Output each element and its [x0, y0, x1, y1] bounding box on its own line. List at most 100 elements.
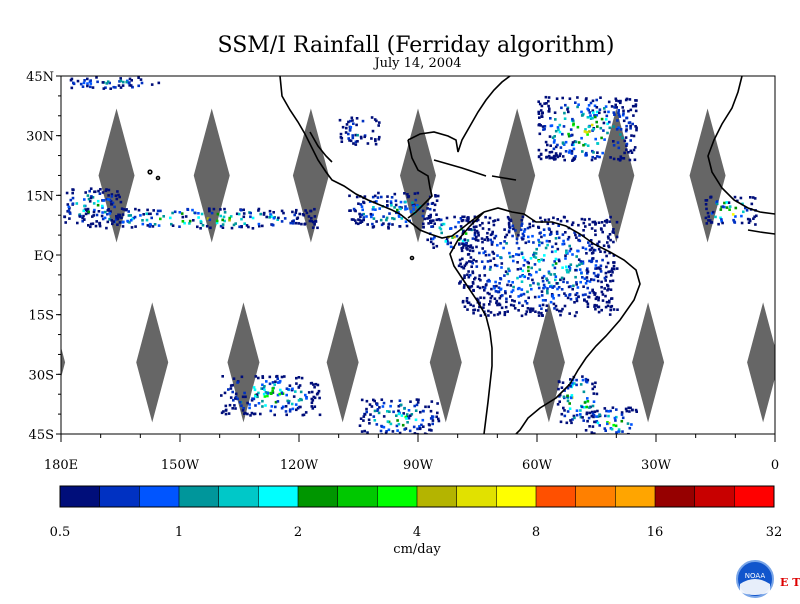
rain-pixel	[229, 384, 233, 387]
rain-pixel	[544, 148, 548, 152]
rain-pixel	[224, 412, 228, 416]
rain-pixel	[360, 220, 364, 223]
rain-pixel	[265, 380, 268, 383]
rain-pixel	[382, 215, 385, 218]
rain-pixel	[599, 250, 602, 253]
rain-pixel	[242, 407, 245, 410]
rain-pixel	[595, 155, 599, 158]
rain-pixel	[351, 134, 354, 137]
rain-pixel	[586, 107, 589, 111]
rain-pixel	[626, 422, 630, 425]
rain-pixel	[416, 204, 419, 207]
rain-pixel	[107, 198, 110, 201]
rain-pixel	[415, 403, 419, 407]
rain-pixel	[592, 128, 595, 131]
rain-pixel	[374, 138, 377, 141]
rain-pixel	[551, 245, 554, 249]
rain-pixel	[581, 276, 584, 279]
rain-pixel	[261, 383, 264, 387]
rain-pixel	[351, 119, 354, 122]
rain-pixel	[359, 221, 362, 224]
rain-pixel	[532, 241, 535, 244]
rain-pixel	[557, 387, 560, 391]
rain-pixel	[608, 313, 612, 316]
rain-pixel	[578, 239, 582, 243]
rain-pixel	[740, 221, 744, 225]
rain-pixel	[465, 219, 468, 222]
rain-pixel	[372, 206, 375, 209]
rain-pixel	[231, 390, 234, 394]
rain-pixel	[549, 117, 552, 120]
rain-pixel	[253, 412, 257, 416]
rain-pixel	[565, 219, 569, 223]
rain-pixel	[317, 389, 321, 393]
rain-pixel	[414, 198, 418, 202]
rain-pixel	[110, 219, 113, 222]
rain-pixel	[236, 381, 239, 384]
rain-pixel	[457, 221, 460, 224]
rain-pixel	[543, 102, 546, 105]
rain-pixel	[537, 238, 540, 242]
rain-pixel	[582, 419, 585, 422]
rain-pixel	[372, 415, 376, 418]
rain-pixel	[552, 147, 556, 151]
rain-pixel	[612, 111, 616, 114]
rain-pixel	[449, 241, 452, 245]
rain-pixel	[117, 193, 120, 197]
rain-pixel	[400, 414, 404, 417]
rain-pixel	[727, 201, 731, 204]
rain-pixel	[512, 227, 515, 231]
rain-pixel	[221, 226, 225, 229]
rain-pixel	[492, 223, 496, 227]
rain-pixel	[519, 267, 522, 271]
rain-pixel	[103, 210, 107, 214]
rain-pixel	[617, 430, 620, 433]
rain-pixel	[564, 254, 567, 257]
rain-pixel	[129, 219, 133, 222]
rain-pixel	[519, 294, 523, 297]
rain-pixel	[294, 221, 298, 225]
rain-pixel	[607, 237, 610, 240]
rain-pixel	[547, 218, 551, 221]
rain-pixel	[389, 200, 393, 203]
rain-pixel	[278, 381, 281, 384]
rain-pixel	[564, 257, 567, 260]
rain-pixel	[723, 201, 726, 205]
rain-pixel	[432, 219, 435, 222]
rain-pixel	[309, 209, 312, 213]
rain-pixel	[469, 303, 472, 307]
rain-pixel	[382, 401, 386, 405]
rain-pixel	[554, 250, 557, 253]
rain-pixel	[605, 221, 608, 224]
rain-pixel	[554, 257, 558, 261]
rain-pixel	[473, 233, 477, 237]
rain-pixel	[404, 208, 407, 211]
rain-pixel	[501, 294, 504, 297]
rain-pixel	[360, 430, 364, 433]
rain-pixel	[483, 289, 486, 292]
rain-pixel	[584, 429, 588, 432]
rain-pixel	[362, 216, 366, 219]
rain-pixel	[596, 151, 599, 154]
rain-pixel	[481, 240, 484, 244]
rain-pixel	[620, 156, 623, 160]
rain-pixel	[490, 287, 493, 291]
rain-pixel	[83, 204, 86, 208]
rain-pixel	[504, 291, 507, 295]
rain-pixel	[584, 143, 587, 146]
rain-pixel	[617, 428, 621, 431]
rain-pixel	[611, 406, 615, 409]
rain-pixel	[223, 219, 226, 223]
rain-pixel	[581, 293, 585, 297]
rain-pixel	[250, 399, 254, 402]
rain-pixel	[582, 229, 585, 232]
rain-pixel	[254, 394, 257, 398]
rain-pixel	[560, 309, 563, 313]
rain-pixel	[459, 225, 463, 228]
colorbar-swatch	[218, 486, 259, 507]
rain-pixel	[541, 276, 544, 280]
rain-pixel	[565, 268, 569, 272]
rain-pixel	[114, 194, 118, 197]
rain-pixel	[546, 289, 549, 293]
